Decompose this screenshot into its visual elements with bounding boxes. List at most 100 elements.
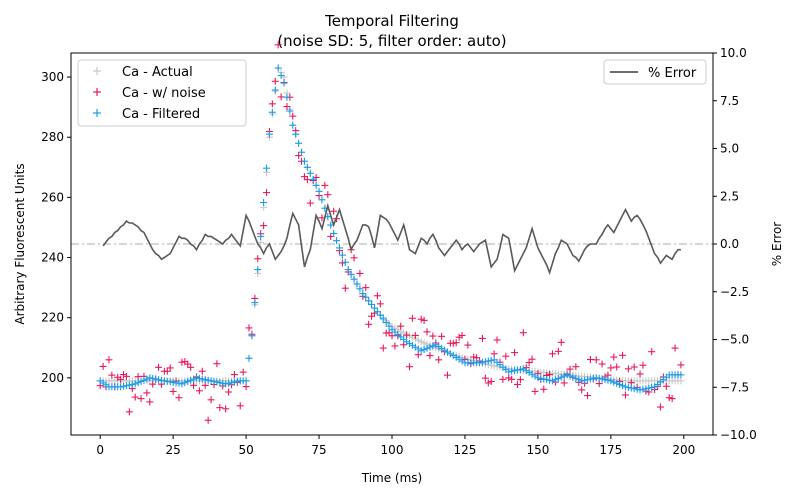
filtered-point — [639, 385, 647, 393]
noisy-point — [610, 353, 618, 361]
noisy-point — [586, 356, 594, 364]
x-tick-label: 150 — [526, 443, 549, 457]
filtered-point — [607, 377, 615, 385]
noisy-point — [624, 365, 632, 373]
filtered-point — [160, 377, 168, 385]
filtered-point — [260, 198, 268, 206]
filtered-point — [190, 375, 198, 383]
filtered-point — [540, 375, 548, 383]
noisy-point — [105, 356, 113, 364]
noisy-point — [490, 350, 498, 358]
noisy-point — [560, 379, 568, 387]
filtered-point — [586, 375, 594, 383]
noisy-point — [187, 363, 195, 371]
filtered-point — [312, 181, 320, 189]
filtered-point — [601, 376, 609, 384]
filtered-point — [219, 379, 227, 387]
filtered-point — [642, 385, 650, 393]
noisy-point — [137, 395, 145, 403]
noisy-point — [566, 365, 574, 373]
filtered-point — [216, 379, 224, 387]
filtered-point — [280, 79, 288, 87]
noisy-point — [630, 363, 638, 371]
filtered-point — [295, 139, 303, 147]
filtered-point — [595, 374, 603, 382]
filtered-point — [122, 382, 130, 390]
noisy-point — [184, 360, 192, 368]
filtered-point — [157, 376, 165, 384]
x-tick-label: 0 — [96, 443, 104, 457]
filtered-point — [283, 93, 291, 101]
y2-tick-label: −5.0 — [720, 333, 749, 347]
filtered-point — [563, 371, 571, 379]
noisy-point — [662, 382, 670, 390]
filtered-point — [365, 297, 373, 305]
filtered-point — [598, 375, 606, 383]
noisy-point — [493, 336, 501, 344]
filtered-point — [549, 377, 556, 385]
legend-entry-label: Ca - w/ noise — [122, 86, 206, 101]
filtered-point — [300, 157, 308, 165]
y-axis-label: Arbitrary Fluorescent Units — [13, 163, 27, 324]
filtered-point — [610, 378, 618, 386]
filtered-point — [677, 371, 685, 379]
noisy-point — [175, 394, 183, 402]
x-tick-label: 50 — [238, 443, 253, 457]
noisy-point — [578, 386, 586, 394]
filtered-point — [341, 258, 349, 266]
filtered-point — [333, 237, 341, 245]
filtered-point — [192, 374, 200, 382]
noisy-point — [540, 385, 548, 393]
legend-entry-label: Ca - Filtered — [122, 107, 200, 122]
noisy-point — [303, 176, 311, 184]
filtered-point — [210, 377, 218, 385]
filtered-point — [551, 376, 559, 384]
noisy-point — [373, 292, 381, 300]
noisy-point — [639, 361, 647, 369]
noisy-point — [254, 255, 262, 263]
y2-tick-label: 0.0 — [720, 237, 739, 251]
actual-point — [406, 332, 414, 340]
noisy-point — [417, 315, 425, 323]
noisy-point — [289, 112, 297, 120]
noisy-point — [438, 332, 446, 340]
filtered-point — [633, 385, 641, 393]
filtered-point — [175, 379, 183, 387]
filtered-point — [511, 367, 519, 375]
filtered-point — [198, 375, 206, 383]
actual-point — [420, 339, 428, 347]
noisy-point — [350, 254, 358, 262]
noisy-point — [598, 360, 606, 368]
noisy-point — [511, 349, 519, 357]
noisy-point — [505, 374, 513, 382]
filtered-point — [589, 374, 597, 382]
noisy-point — [122, 372, 130, 380]
filtered-point — [636, 386, 644, 394]
noisy-point — [464, 341, 472, 349]
noisy-point — [452, 339, 460, 347]
filtered-point — [362, 293, 370, 301]
filtered-point — [619, 382, 627, 390]
noisy-point — [190, 381, 198, 389]
filtered-point — [616, 380, 624, 388]
noisy-point — [531, 387, 539, 395]
legend-right: % Error — [603, 59, 707, 85]
filtered-point — [228, 379, 235, 387]
filtered-point — [513, 366, 521, 374]
filtered-point — [137, 377, 145, 385]
noisy-point — [613, 363, 621, 371]
filtered-point — [268, 108, 276, 116]
filtered-point — [543, 376, 551, 384]
noisy-point — [263, 189, 271, 197]
x-tick-label: 200 — [672, 443, 695, 457]
filtered-point — [149, 374, 157, 382]
noisy-point — [213, 360, 221, 368]
y2-tick-label: −10.0 — [720, 428, 757, 442]
filtered-point — [508, 367, 516, 375]
filtered-point — [592, 374, 600, 382]
noisy-point — [443, 371, 451, 379]
filtered-point — [420, 346, 428, 354]
filtered-point — [578, 377, 586, 385]
noisy-point — [435, 356, 443, 364]
